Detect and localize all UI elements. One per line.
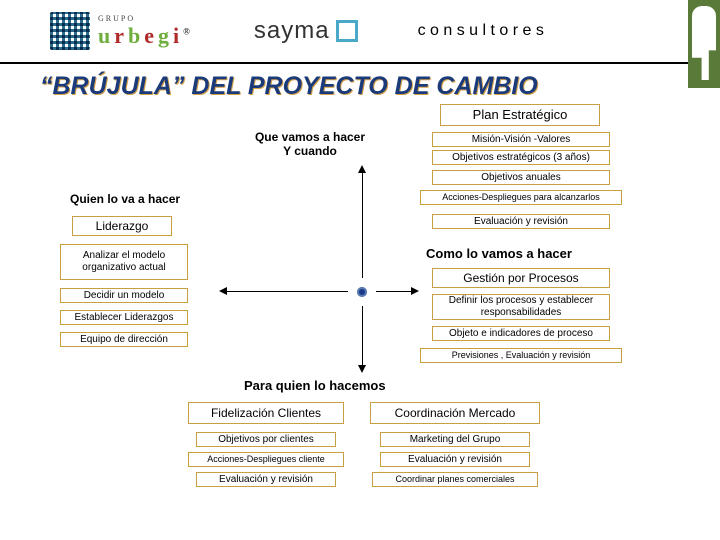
east-header: Gestión por Procesos bbox=[432, 268, 610, 288]
south-right-header: Coordinación Mercado bbox=[370, 402, 540, 424]
sayma-subtitle: c o n s u l t o r e s bbox=[418, 22, 544, 40]
east-question: Como lo vamos a hacer bbox=[426, 246, 572, 261]
north-item-1: Objetivos estratégicos (3 años) bbox=[432, 150, 610, 165]
urbegi-main: urbegi® bbox=[98, 23, 194, 49]
urbegi-icon bbox=[50, 12, 90, 50]
north-item-0: Misión-Visión -Valores bbox=[432, 132, 610, 147]
north-header: Plan Estratégico bbox=[440, 104, 600, 126]
diagram-canvas: Plan Estratégico Que vamos a hacer Y cua… bbox=[0, 100, 720, 540]
sayma-text: sayma bbox=[254, 17, 330, 45]
south-question: Para quien lo hacemos bbox=[244, 378, 386, 393]
north-item-3: Acciones-Despliegues para alcanzarlos bbox=[420, 190, 622, 205]
sayma-icon bbox=[336, 20, 358, 42]
arrow-north bbox=[362, 172, 363, 278]
south-left-header: Fidelización Clientes bbox=[188, 402, 344, 424]
urbegi-logo: GRUPO urbegi® bbox=[50, 12, 194, 50]
west-item-0: Analizar el modelo organizativo actual bbox=[60, 244, 188, 280]
north-item-2: Objetivos anuales bbox=[432, 170, 610, 185]
sayma-logo: sayma bbox=[254, 17, 358, 45]
south-left-0: Objetivos por clientes bbox=[196, 432, 336, 447]
north-item-4: Evaluación y revisión bbox=[432, 214, 610, 229]
arrow-east bbox=[376, 291, 412, 292]
east-item-1: Objeto e indicadores de proceso bbox=[432, 326, 610, 341]
arrow-south bbox=[362, 306, 363, 366]
south-right-1: Evaluación y revisión bbox=[380, 452, 530, 467]
north-question: Que vamos a hacer Y cuando bbox=[225, 130, 395, 158]
premie-stripe bbox=[688, 0, 720, 88]
west-question: Quien lo va a hacer bbox=[70, 192, 180, 206]
west-item-1: Decidir un modelo bbox=[60, 288, 188, 303]
logo-header: GRUPO urbegi® sayma c o n s u l t o r e … bbox=[0, 0, 720, 64]
south-right-0: Marketing del Grupo bbox=[380, 432, 530, 447]
west-item-3: Equipo de dirección bbox=[60, 332, 188, 347]
page-title: “BRÚJULA” DEL PROYECTO DE CAMBIO bbox=[0, 64, 720, 105]
west-item-2: Establecer Liderazgos bbox=[60, 310, 188, 325]
south-left-2: Evaluación y revisión bbox=[196, 472, 336, 487]
east-item-2: Previsiones , Evaluación y revisión bbox=[420, 348, 622, 363]
west-header: Liderazgo bbox=[72, 216, 172, 236]
south-left-1: Acciones-Despliegues cliente bbox=[188, 452, 344, 467]
east-item-0: Definir los procesos y establecer respon… bbox=[432, 294, 610, 320]
urbegi-top: GRUPO bbox=[98, 14, 194, 23]
compass-icon bbox=[350, 280, 374, 304]
arrow-west bbox=[226, 291, 348, 292]
south-right-2: Coordinar planes comerciales bbox=[372, 472, 538, 487]
